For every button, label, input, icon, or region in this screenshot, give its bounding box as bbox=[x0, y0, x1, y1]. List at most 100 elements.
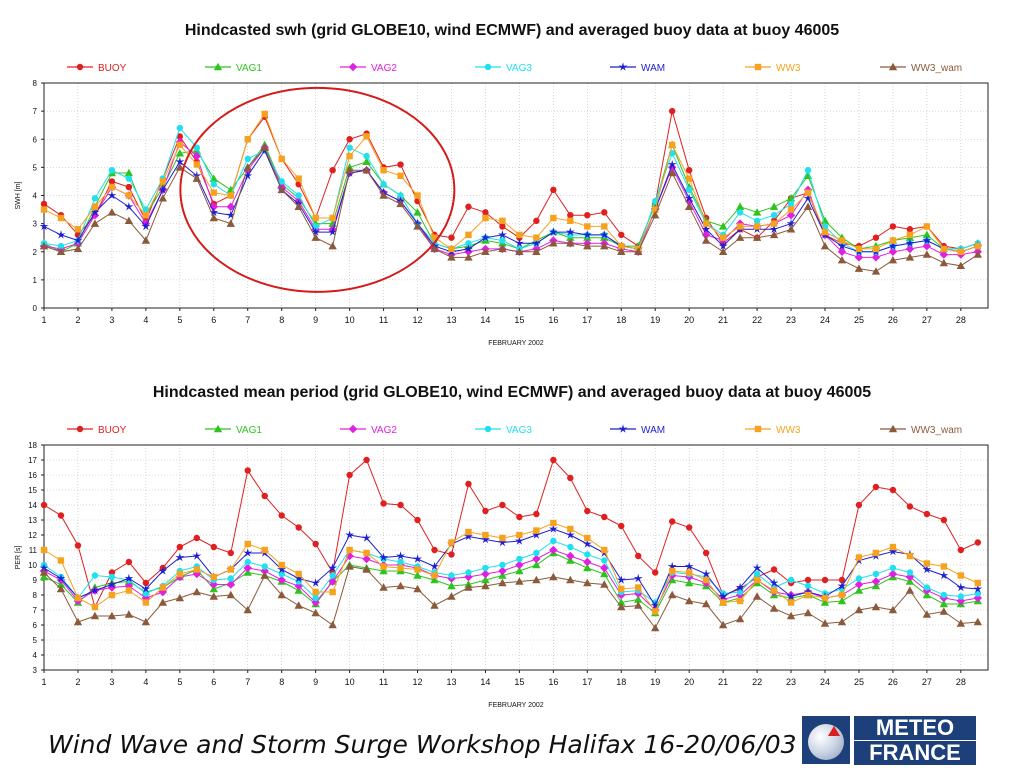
period-series-buoy-point bbox=[974, 539, 982, 546]
period-series-ww3-point bbox=[108, 591, 116, 599]
period-x-tick-label: 19 bbox=[650, 677, 660, 687]
period-series-ww3-point bbox=[261, 546, 268, 554]
swh-x-tick-label: 4 bbox=[143, 315, 148, 325]
swh-series-ww3-point bbox=[346, 152, 353, 160]
swh-series-vag3-point bbox=[295, 192, 302, 199]
swh-series-vag3-line bbox=[43, 127, 978, 253]
period-series-ww3-wam-point bbox=[56, 584, 66, 593]
period-series-buoy-point bbox=[397, 501, 404, 509]
period-series-vag2-point bbox=[871, 577, 881, 586]
swh-series-ww3-point bbox=[855, 245, 863, 253]
swh-series-vag2-point bbox=[684, 196, 694, 206]
period-series-wam-point bbox=[922, 564, 932, 574]
swh-series-ww3-wam-point bbox=[871, 267, 881, 275]
swh-series-ww3-point bbox=[652, 206, 659, 213]
swh-y-tick-label: 3 bbox=[33, 220, 38, 229]
period-series-ww3-wam-point bbox=[311, 608, 320, 617]
period-series-buoy-point bbox=[125, 558, 133, 566]
swh-series-ww3-point bbox=[872, 245, 880, 253]
period-series-ww3-wam-point bbox=[192, 587, 202, 596]
period-series-wam-point bbox=[939, 570, 949, 580]
period-series-wam-point bbox=[430, 561, 439, 571]
swh-series-ww3-wam-point bbox=[124, 216, 134, 225]
swh-series-wam-point bbox=[514, 238, 524, 248]
period-y-tick-label: 16 bbox=[28, 471, 37, 480]
period-series-ww3-point bbox=[567, 525, 574, 533]
swh-series-vag2-point bbox=[854, 253, 864, 262]
period-series-ww3-wam-point bbox=[396, 581, 405, 590]
swh-series-wam-point bbox=[73, 235, 83, 245]
swh-series-ww3-wam-point bbox=[192, 174, 202, 182]
logo-text-france: FRANCE bbox=[854, 741, 976, 765]
period-legend-marker bbox=[618, 424, 628, 433]
period-series-buoy-point bbox=[889, 486, 897, 494]
swh-series-ww3-wam-point bbox=[701, 236, 711, 244]
swh-series-vag2-point bbox=[701, 230, 711, 240]
swh-series-wam-point bbox=[107, 190, 117, 200]
swh-series-buoy-point bbox=[533, 217, 540, 225]
swh-series-ww3-wam-point bbox=[277, 185, 286, 194]
swh-series-buoy-point bbox=[872, 234, 880, 241]
swh-series-vag3-point bbox=[770, 211, 778, 219]
swh-series-vag2-point bbox=[888, 247, 898, 256]
swh-series-vag2-point bbox=[90, 210, 100, 220]
period-series-vag2-point bbox=[345, 551, 354, 561]
swh-legend-label: WW3_wam bbox=[911, 63, 962, 74]
period-series-vag1-point bbox=[447, 581, 456, 590]
period-series-ww3-wam-point bbox=[820, 619, 830, 627]
period-series-buoy-point bbox=[567, 474, 574, 482]
swh-series-ww3-point bbox=[584, 223, 591, 230]
period-y-tick-label: 17 bbox=[28, 456, 37, 465]
period-legend-marker bbox=[888, 424, 898, 433]
period-series-vag2-point bbox=[583, 557, 592, 567]
period-series-ww3-point bbox=[193, 566, 201, 573]
period-x-tick-label: 10 bbox=[345, 677, 355, 687]
period-series-vag3-point bbox=[974, 590, 982, 597]
swh-y-tick-label: 6 bbox=[33, 135, 38, 144]
swh-series-vag3-point bbox=[736, 209, 744, 216]
period-series-buoy-point bbox=[363, 456, 370, 464]
swh-series-ww3-wam-point bbox=[328, 241, 337, 250]
period-series-ww3-point bbox=[821, 594, 829, 602]
period-series-ww3-wam-point bbox=[464, 583, 473, 591]
swh-legend-label: BUOY bbox=[98, 63, 127, 74]
period-series-ww3-point bbox=[295, 570, 302, 578]
period-series-vag3-point bbox=[889, 564, 897, 572]
swh-series-ww3-wam-point bbox=[651, 210, 660, 219]
swh-x-tick-label: 27 bbox=[922, 315, 932, 325]
period-series-ww3-wam-point bbox=[226, 590, 235, 599]
swh-series-ww3-point bbox=[906, 231, 914, 239]
period-series-vag1-point bbox=[634, 595, 643, 603]
period-series-wam-point bbox=[192, 551, 202, 560]
period-series-wam-point bbox=[379, 552, 389, 562]
swh-legend-label: VAG3 bbox=[506, 63, 532, 74]
swh-series-wam-point bbox=[39, 221, 49, 231]
period-series-ww3-point bbox=[974, 579, 982, 587]
swh-series-vag2-point bbox=[905, 244, 915, 254]
period-x-tick-label: 18 bbox=[616, 677, 626, 687]
swh-series-wam-point bbox=[548, 227, 558, 236]
period-y-tick-label: 10 bbox=[28, 561, 37, 570]
period-series-ww3-point bbox=[838, 591, 846, 599]
swh-series-ww3-wam-point bbox=[956, 261, 966, 270]
swh-series-ww3-point bbox=[787, 206, 795, 213]
period-series-buoy-line bbox=[43, 459, 979, 609]
period-series-ww3-wam-point bbox=[735, 614, 745, 623]
swh-x-tick-label: 14 bbox=[480, 315, 490, 325]
swh-x-tick-label: 24 bbox=[820, 315, 830, 325]
period-series-buoy-point bbox=[872, 483, 880, 491]
swh-series-ww3-point bbox=[685, 175, 693, 182]
period-series-buoy-point bbox=[261, 492, 268, 500]
period-y-tick-label: 12 bbox=[28, 531, 37, 540]
swh-series-ww3-wam-point bbox=[447, 253, 456, 261]
swh-x-tick-label: 25 bbox=[854, 315, 864, 325]
period-series-vag1-point bbox=[939, 599, 949, 608]
swh-series-ww3-point bbox=[414, 192, 421, 199]
period-series-ww3-wam-point bbox=[515, 577, 524, 585]
period-series-wam-point bbox=[837, 581, 847, 590]
period-legend-marker bbox=[754, 425, 762, 433]
swh-x-tick-label: 9 bbox=[313, 315, 318, 325]
period-series-vag3-point bbox=[499, 561, 506, 569]
swh-series-ww3-point bbox=[465, 231, 472, 239]
period-series-vag3-point bbox=[804, 582, 812, 590]
